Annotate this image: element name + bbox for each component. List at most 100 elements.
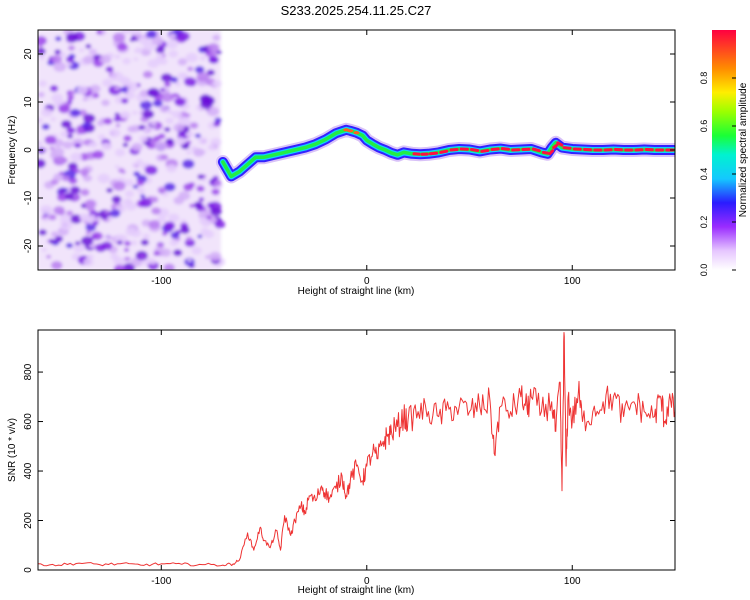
noise-blob (125, 201, 137, 211)
noise-blob (81, 121, 91, 129)
noise-blob (168, 213, 180, 223)
noise-blob (114, 112, 120, 117)
noise-blob (132, 184, 139, 189)
noise-blob (54, 49, 61, 55)
noise-blob (185, 113, 191, 118)
noise-blob (73, 243, 85, 253)
noise-blob (214, 117, 222, 123)
noise-blob (164, 81, 171, 88)
noise-blob (124, 179, 134, 187)
noise-blob (117, 42, 128, 51)
noise-blob (161, 92, 174, 103)
noise-blob (195, 105, 202, 110)
noise-blob (124, 256, 131, 262)
colorbar-label: Normalized spectral amplitude (738, 82, 749, 217)
noise-blob (196, 185, 205, 192)
ridge-core (552, 143, 559, 150)
noise-blob (169, 239, 179, 246)
noise-blob (170, 231, 180, 239)
noise-blob (189, 122, 199, 129)
noise-blob (139, 89, 150, 97)
colorbar-tick-label: 0.0 (699, 264, 709, 277)
noise-blob (60, 188, 66, 194)
noise-blob (175, 137, 186, 146)
noise-blob (186, 236, 193, 242)
noise-blob (121, 98, 129, 104)
noise-blob (130, 240, 138, 246)
snr-line (38, 332, 675, 567)
noise-blob (211, 188, 220, 196)
colorbar-tick-label: 0.4 (699, 168, 709, 181)
noise-blob (108, 85, 122, 96)
noise-blob (84, 199, 96, 209)
noise-blob (124, 190, 135, 198)
noise-blob (44, 135, 57, 145)
spectrogram-ytick-label: -10 (23, 190, 34, 205)
noise-blob (123, 135, 132, 142)
spectrogram-xtick-label: -100 (151, 276, 171, 287)
noise-blob (98, 134, 106, 140)
ridge-core (541, 150, 549, 155)
noise-blob (197, 234, 203, 239)
noise-blob (201, 178, 207, 183)
noise-blob (163, 263, 175, 270)
colorbar-gradient (712, 30, 736, 270)
noise-blob (74, 143, 81, 149)
colorbar-ticks: 0.0 0.2 0.4 0.6 0.8 (699, 72, 736, 277)
noise-blob (140, 194, 146, 199)
noise-blob (151, 207, 161, 215)
noise-blob (202, 95, 215, 106)
noise-blob (109, 209, 121, 218)
noise-blob (38, 147, 45, 154)
noise-blob (66, 91, 72, 95)
noise-blob (145, 30, 157, 39)
spectrogram-xtick-label: 0 (364, 276, 370, 287)
noise-blob (191, 246, 202, 255)
noise-blob (49, 85, 59, 92)
noise-blob (212, 175, 219, 181)
noise-blob (123, 247, 130, 252)
noise-blob (113, 116, 122, 122)
snr-background (38, 330, 675, 570)
spectrogram-ytick-label: -20 (23, 238, 34, 253)
noise-blob (82, 174, 93, 182)
noise-blob (123, 78, 132, 86)
noise-blob (177, 72, 183, 77)
noise-blob (165, 138, 175, 145)
noise-blob (135, 33, 143, 40)
noise-blob (105, 66, 114, 73)
noise-blob (38, 229, 47, 236)
noise-blob (205, 254, 212, 260)
noise-blob (206, 215, 212, 220)
noise-blob (139, 100, 153, 110)
noise-blob (165, 117, 174, 125)
noise-blob (198, 197, 205, 202)
noise-blob (38, 91, 45, 98)
noise-blob (86, 90, 93, 95)
noise-blob (147, 87, 160, 98)
noise-blob (38, 117, 43, 124)
noise-blob (65, 32, 79, 43)
noise-blob (85, 223, 97, 232)
ridge-peak (347, 129, 354, 133)
noise-blob (154, 140, 168, 151)
noise-blob (66, 62, 73, 67)
noise-blob (50, 117, 56, 122)
noise-blob (142, 109, 155, 119)
noise-blob (184, 77, 197, 87)
figure-title: S233.2025.254.11.25.C27 (281, 3, 432, 18)
ridge-peak (353, 131, 360, 135)
noise-blob (92, 150, 104, 160)
noise-blob (185, 52, 198, 63)
noise-blob (65, 242, 73, 249)
spectrogram-ytick-label: 0 (23, 147, 34, 153)
noise-blob (124, 240, 131, 247)
noise-blob (194, 66, 205, 74)
colorbar-tick-label: 0.8 (699, 72, 709, 85)
noise-blob (127, 125, 137, 133)
noise-blob (157, 186, 167, 194)
snr-ytick-label: 800 (23, 363, 34, 380)
noise-blob (88, 48, 98, 56)
